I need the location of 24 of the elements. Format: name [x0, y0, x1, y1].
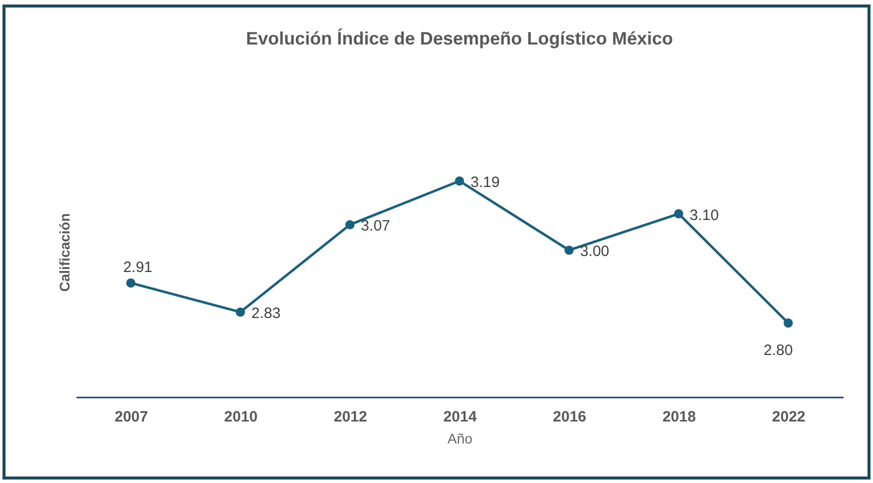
- x-tick-label: 2018: [662, 408, 696, 426]
- x-tick-label: 2014: [443, 408, 478, 426]
- point: [236, 307, 245, 317]
- data-label: 3.00: [580, 243, 610, 260]
- x-tick-label: 2022: [772, 408, 806, 426]
- point: [674, 209, 684, 218]
- point: [784, 318, 793, 328]
- x-tick-label: 2012: [334, 408, 368, 426]
- x-axis-title: Año: [448, 430, 473, 446]
- data-label: 3.19: [470, 174, 500, 191]
- data-label: 3.07: [360, 218, 390, 235]
- x-tick-label: 2010: [224, 408, 258, 426]
- data-label: 2.80: [764, 342, 793, 359]
- point: [126, 278, 136, 288]
- point: [454, 176, 464, 186]
- y-axis-title: Calificación: [56, 213, 72, 292]
- data-label: 2.83: [251, 305, 281, 322]
- data-label: 3.10: [690, 206, 719, 224]
- point: [345, 220, 355, 230]
- x-tick-label: 2016: [552, 408, 586, 426]
- point: [564, 246, 574, 255]
- x-tick-label: 2007: [114, 408, 148, 426]
- chart-title: Evolución Índice de Desempeño Logístico México: [246, 28, 674, 48]
- data-label: 2.91: [123, 258, 152, 276]
